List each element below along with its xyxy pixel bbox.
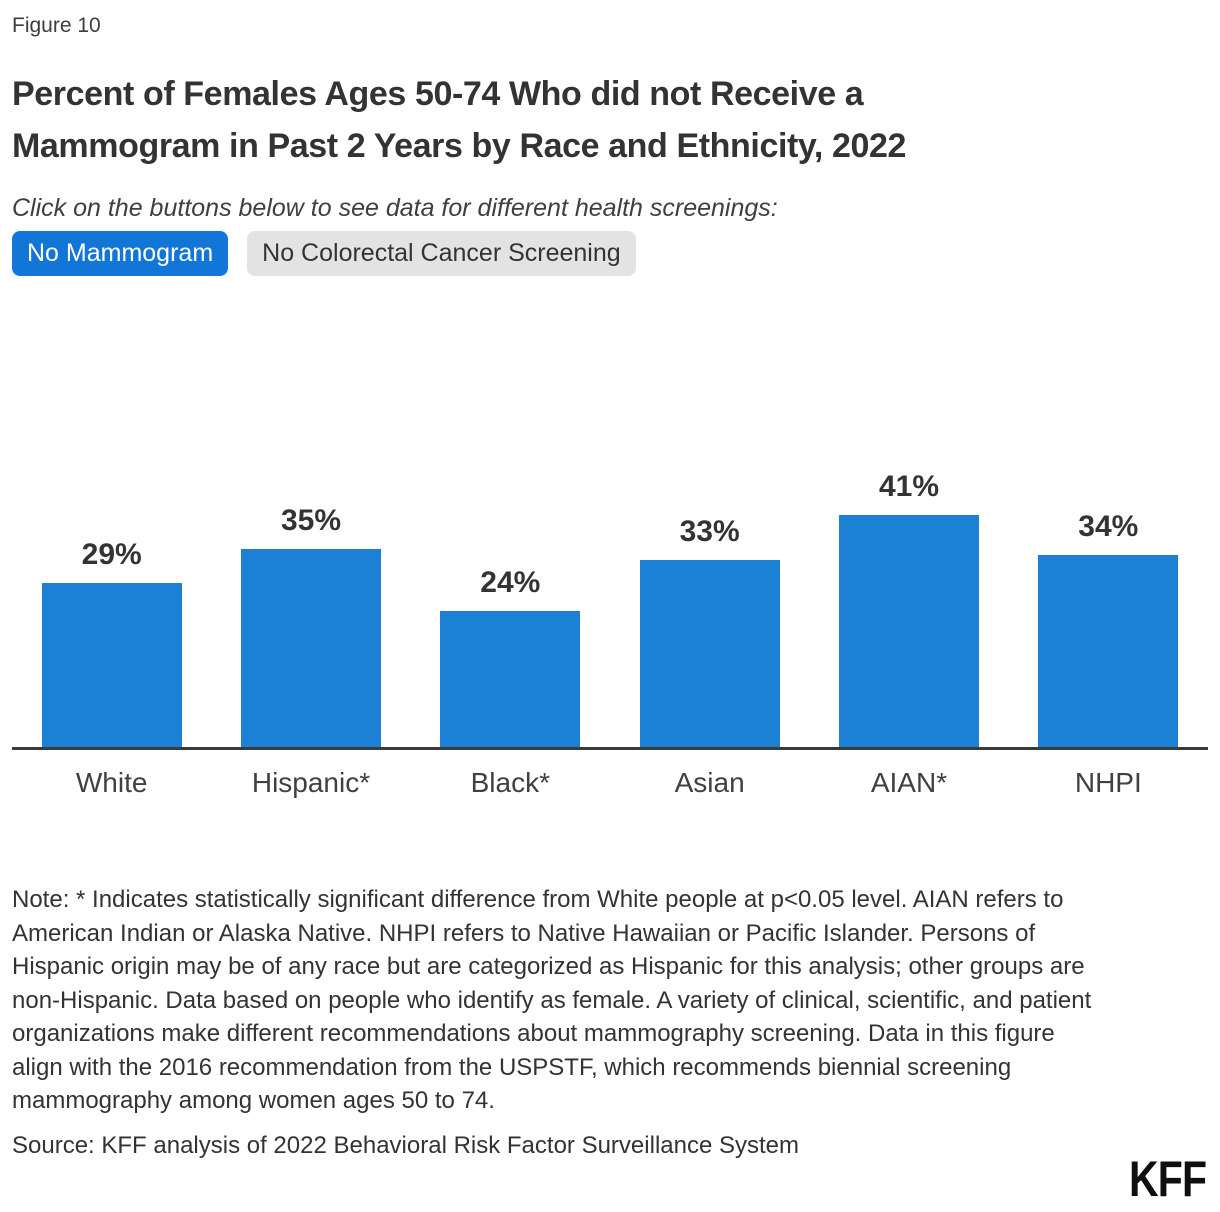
- bar[interactable]: [639, 560, 780, 747]
- bar-group: 34%: [1009, 510, 1208, 747]
- figure-label: Figure 10: [12, 14, 101, 37]
- no-mammogram-button[interactable]: No Mammogram: [12, 231, 229, 276]
- no-colorectal-screening-button[interactable]: No Colorectal Cancer Screening: [247, 231, 636, 276]
- x-axis-category-label: Hispanic*: [251, 767, 371, 798]
- bar-value-label: 24%: [480, 566, 541, 599]
- bar-value-label: 35%: [280, 504, 342, 537]
- bar[interactable]: [1038, 555, 1179, 747]
- bar[interactable]: [41, 583, 182, 747]
- screening-toggle-buttons: No Mammogram No Colorectal Cancer Screen…: [12, 231, 1208, 276]
- bar-value-label: 34%: [1078, 510, 1139, 543]
- bar-group: 41%: [809, 470, 1008, 747]
- kff-logo: KFF: [1128, 1151, 1207, 1207]
- bar-group: 33%: [610, 515, 809, 747]
- bar-chart: 29% 35% 24% 33% 41% 34% White Hispanic* …: [12, 309, 1208, 799]
- x-axis-category-label: Black*: [470, 767, 550, 798]
- bar-value-label: 41%: [878, 470, 939, 503]
- note-text: Note: * Indicates statistically signific…: [12, 886, 1092, 1114]
- bar[interactable]: [240, 549, 381, 747]
- bar-group: 29%: [12, 538, 211, 747]
- bar-group: 24%: [411, 566, 610, 747]
- bar-value-label: 33%: [679, 515, 740, 548]
- x-axis-category-label: Asian: [674, 767, 745, 798]
- bar-group: 35%: [211, 504, 410, 747]
- figure-page: Figure 10 Percent of Females Ages 50-74 …: [12, 14, 1208, 1159]
- bar-value-label: 29%: [81, 538, 142, 571]
- x-axis-category-label: White: [75, 767, 148, 798]
- x-axis-category-label: NHPI: [1074, 767, 1142, 798]
- bar[interactable]: [440, 611, 581, 747]
- bar-chart-plot-area: 29% 35% 24% 33% 41% 34%: [12, 309, 1208, 750]
- page-title: Percent of Females Ages 50-74 Who did no…: [12, 75, 907, 165]
- source-text: Source: KFF analysis of 2022 Behavioral …: [12, 1131, 799, 1159]
- chart-subtitle: Click on the buttons below to see data f…: [12, 194, 778, 222]
- x-axis-labels: White Hispanic* Black* Asian AIAN* NHPI: [12, 750, 1208, 799]
- bar[interactable]: [838, 515, 979, 747]
- x-axis-category-label: AIAN*: [870, 767, 948, 798]
